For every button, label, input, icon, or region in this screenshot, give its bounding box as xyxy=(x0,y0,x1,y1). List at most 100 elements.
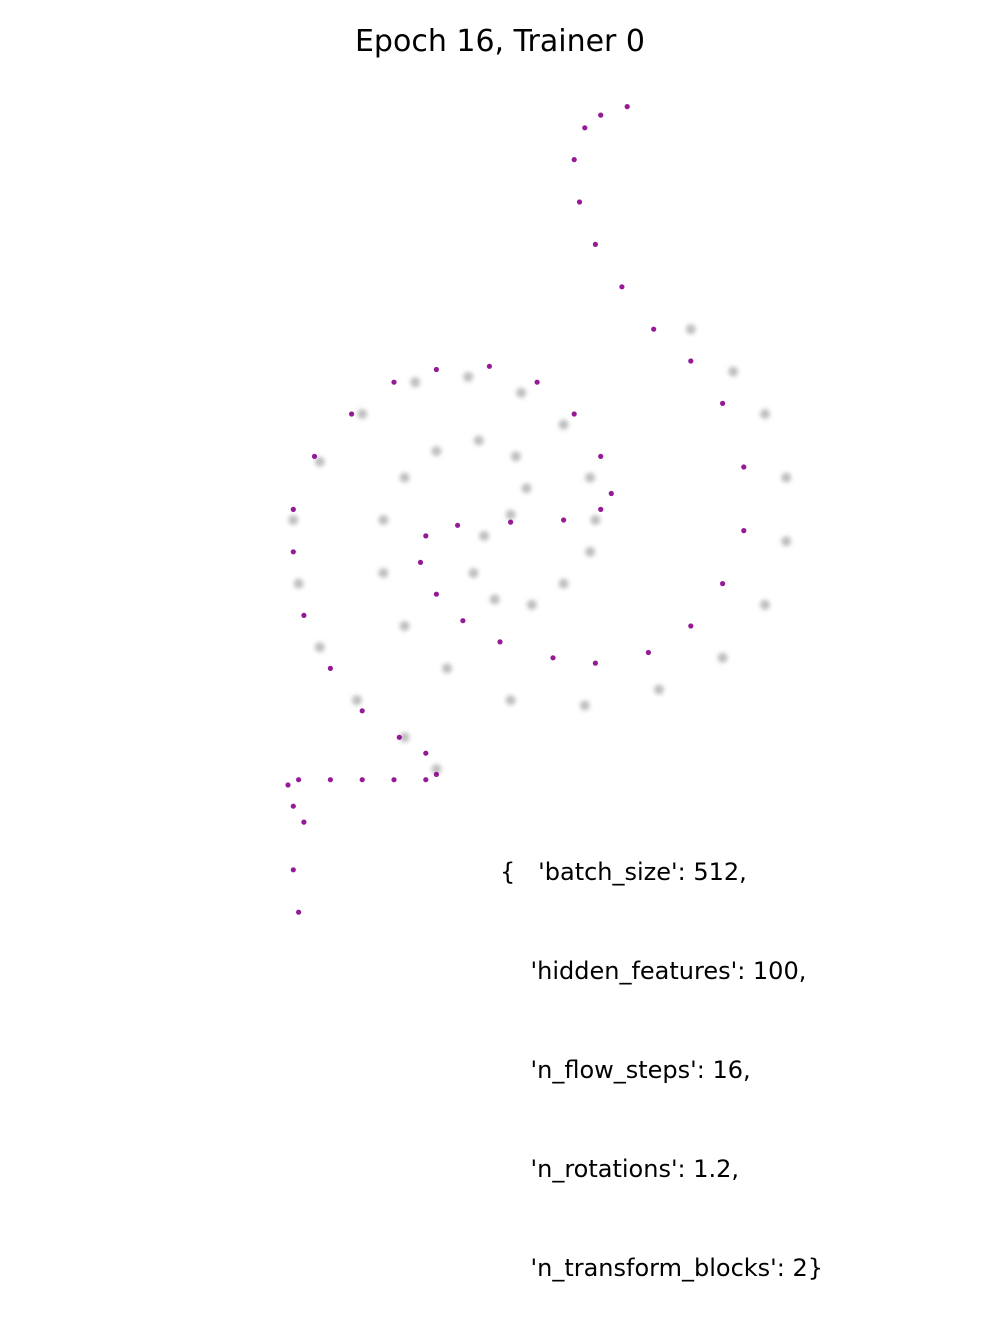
model-point xyxy=(741,464,747,470)
model-point xyxy=(497,639,503,645)
target-point xyxy=(399,732,410,743)
target-point xyxy=(585,472,596,483)
model-point xyxy=(423,750,429,756)
model-point xyxy=(576,199,583,205)
target-distribution-points xyxy=(288,324,792,775)
model-point xyxy=(285,782,291,788)
model-point xyxy=(396,734,402,740)
target-point xyxy=(558,578,569,589)
target-point xyxy=(473,435,484,446)
model-point xyxy=(359,708,365,714)
model-point xyxy=(423,533,429,539)
model-point xyxy=(550,655,556,661)
model-sample-points xyxy=(285,104,747,915)
model-point xyxy=(301,819,307,825)
target-point xyxy=(378,515,389,525)
target-point xyxy=(558,419,569,430)
model-point xyxy=(598,506,604,512)
model-point xyxy=(359,777,365,783)
chart-title: Epoch 16, Trainer 0 xyxy=(354,24,646,59)
model-point xyxy=(508,519,514,525)
model-point xyxy=(598,453,604,459)
model-point xyxy=(423,777,429,783)
model-point xyxy=(651,326,657,332)
target-point xyxy=(760,599,770,610)
model-point xyxy=(327,777,333,783)
target-point xyxy=(431,446,442,457)
target-point xyxy=(526,599,537,610)
model-point xyxy=(592,660,599,666)
target-point xyxy=(489,594,500,605)
model-point xyxy=(433,771,439,778)
annotation-line: 'n_rotations': 1.2, xyxy=(500,1155,740,1183)
target-point xyxy=(378,568,389,578)
spiral-scatter-plot xyxy=(285,104,792,915)
annotation-line: 'n_transform_blocks': 2} xyxy=(500,1254,824,1282)
target-point xyxy=(654,684,664,695)
model-point xyxy=(349,411,355,417)
model-point xyxy=(688,358,694,364)
target-point xyxy=(442,663,452,674)
target-point xyxy=(760,409,770,419)
model-point xyxy=(391,379,397,385)
model-point xyxy=(720,581,726,587)
model-point xyxy=(534,379,540,385)
target-point xyxy=(781,536,792,547)
annotation-line: { 'batch_size': 512, xyxy=(500,858,747,886)
model-point xyxy=(486,363,492,369)
target-point xyxy=(399,472,410,483)
annotation-line: 'hidden_features': 100, xyxy=(500,957,807,985)
target-point xyxy=(288,515,299,525)
target-point xyxy=(781,472,792,483)
model-point xyxy=(720,400,726,406)
hyperparameter-annotation: { 'batch_size': 512, 'hidden_features': … xyxy=(500,790,823,1318)
target-point xyxy=(579,700,590,711)
annotation-line: 'n_flow_steps': 16, xyxy=(500,1056,751,1084)
model-point xyxy=(571,411,577,417)
target-point xyxy=(468,568,479,578)
model-point xyxy=(290,549,296,555)
model-point xyxy=(327,665,333,672)
model-point xyxy=(571,157,577,163)
model-point xyxy=(417,559,424,566)
model-point xyxy=(391,777,397,783)
model-point xyxy=(311,453,318,459)
model-point xyxy=(290,867,296,873)
model-point xyxy=(688,623,694,629)
model-point xyxy=(296,909,302,915)
target-point xyxy=(505,695,516,706)
model-point xyxy=(290,803,296,809)
model-point xyxy=(624,104,630,110)
model-point xyxy=(433,591,439,597)
model-point xyxy=(645,649,652,656)
target-point xyxy=(399,621,410,631)
target-point xyxy=(351,695,362,706)
model-point xyxy=(619,284,625,290)
model-point xyxy=(460,618,466,624)
model-point xyxy=(592,241,599,247)
target-point xyxy=(685,324,696,335)
model-point xyxy=(598,112,604,118)
model-point xyxy=(290,506,296,512)
target-point xyxy=(410,377,421,388)
target-point xyxy=(293,578,304,589)
target-point xyxy=(314,642,325,653)
target-point xyxy=(463,371,474,382)
model-point xyxy=(608,490,614,497)
target-point xyxy=(314,456,325,467)
model-point xyxy=(582,125,588,131)
model-point xyxy=(741,528,747,534)
target-point xyxy=(505,509,516,520)
model-point xyxy=(433,366,439,373)
target-point xyxy=(357,409,368,419)
target-point xyxy=(585,546,596,557)
target-point xyxy=(717,652,728,663)
target-point xyxy=(479,530,490,541)
target-point xyxy=(516,387,527,398)
target-point xyxy=(510,451,521,462)
model-point xyxy=(301,612,307,619)
target-point xyxy=(590,515,601,525)
target-point xyxy=(521,483,532,494)
model-point xyxy=(455,522,461,528)
model-point xyxy=(296,777,302,783)
